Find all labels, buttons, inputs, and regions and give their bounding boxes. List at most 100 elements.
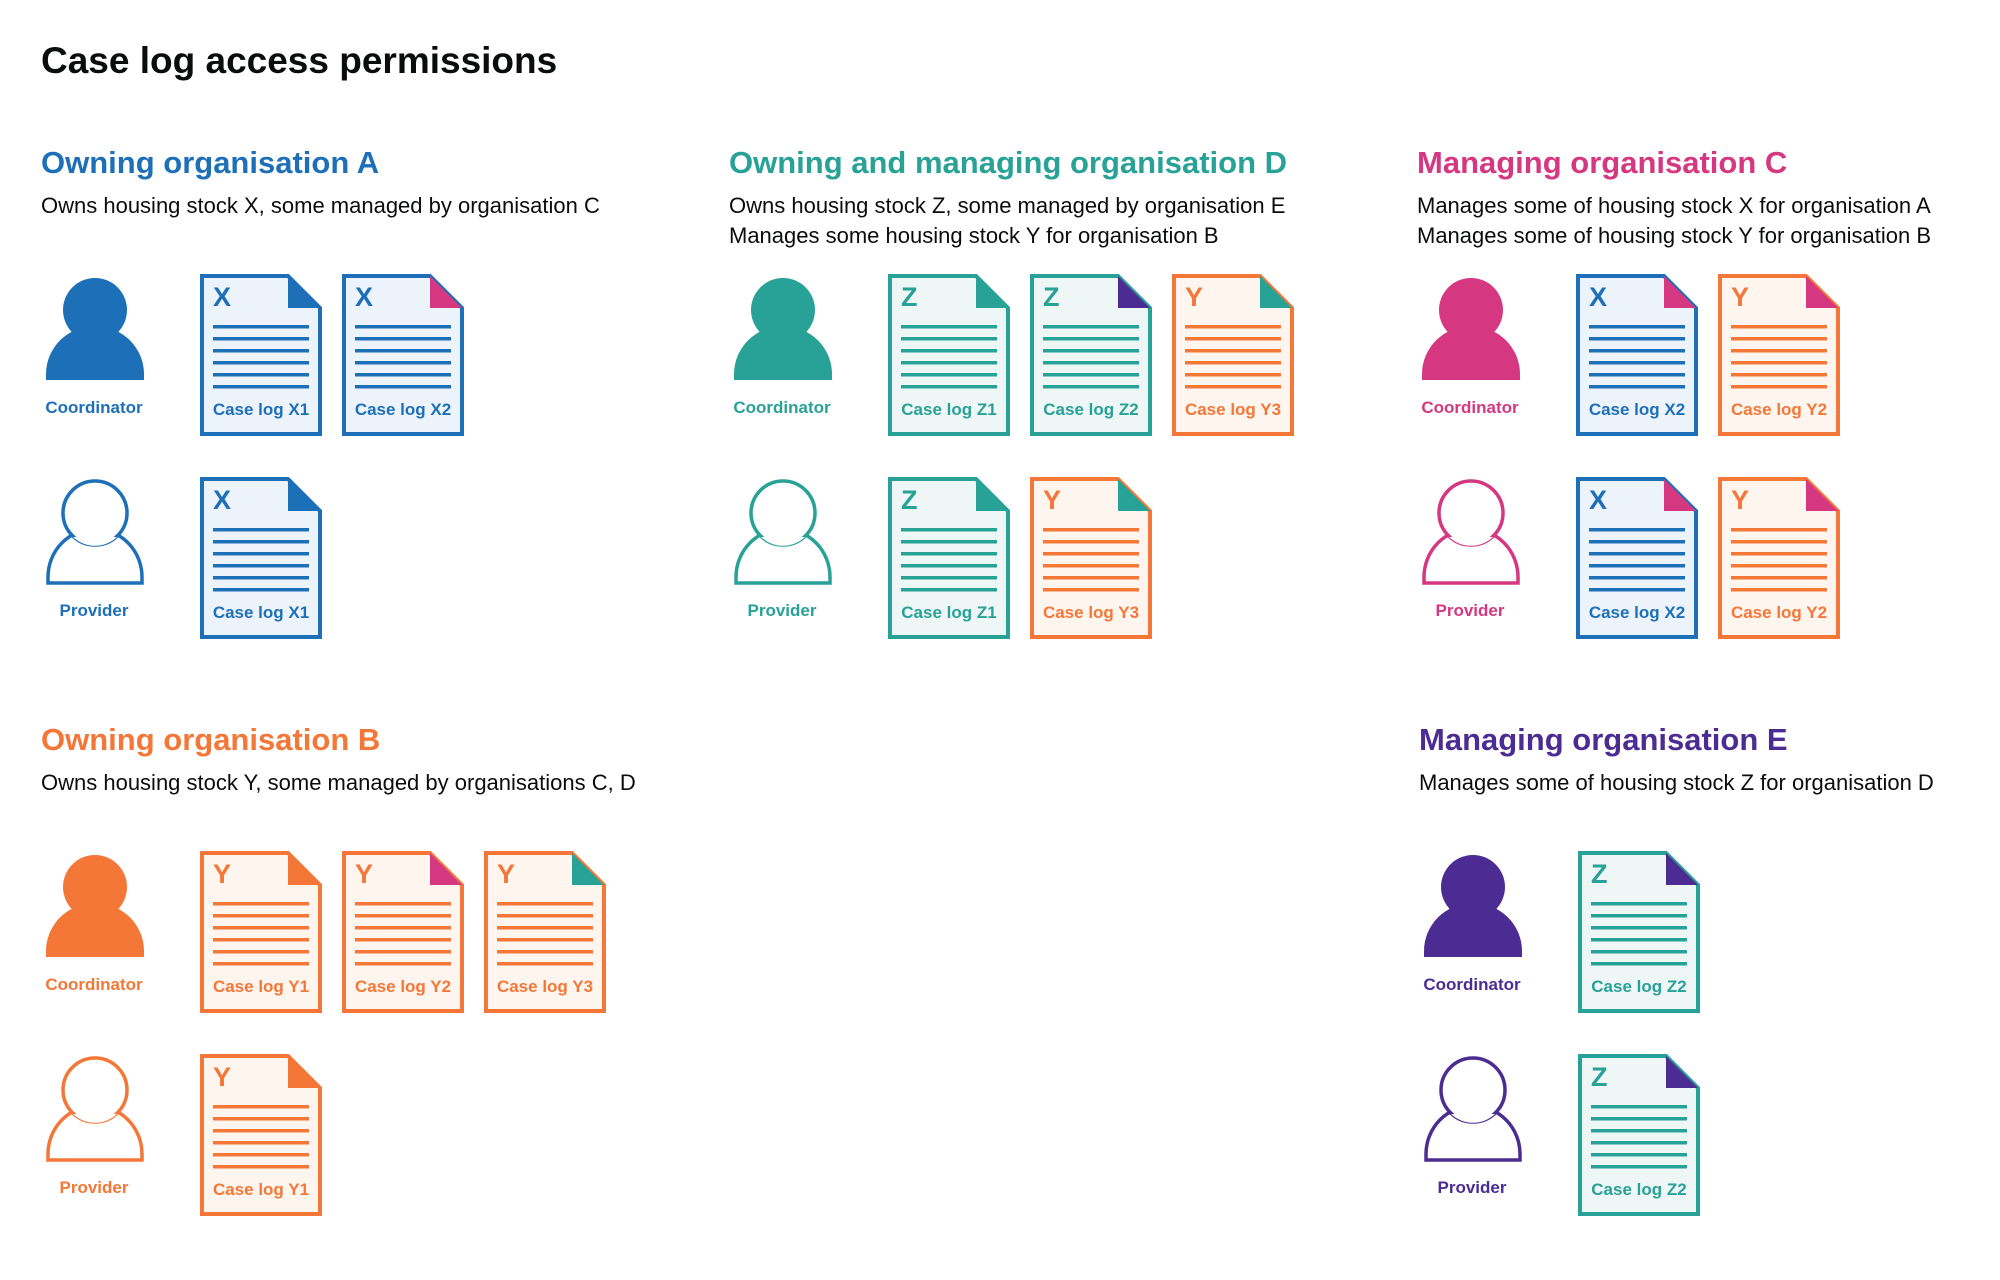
document-label: Case log Z1	[901, 400, 997, 419]
case-log-document[interactable]: Y Case log Y2	[342, 851, 464, 1013]
case-log-document[interactable]: X Case log X2	[342, 274, 464, 436]
person-outline-icon	[46, 1056, 144, 1162]
document-letter: Z	[1043, 282, 1060, 312]
case-log-document[interactable]: Z Case log Z1	[888, 477, 1010, 639]
case-log-document[interactable]: Z Case log Z2	[1030, 274, 1152, 436]
document-letter: X	[1589, 282, 1608, 312]
person-coordinator: Coordinator	[729, 274, 835, 439]
document-letter: Y	[1731, 282, 1750, 312]
person-filled-icon	[1422, 278, 1520, 380]
role-label: Provider	[747, 601, 817, 620]
description-line: Manages some of housing stock X for orga…	[1417, 193, 1931, 218]
case-log-document[interactable]: Z Case log Z1	[888, 274, 1010, 436]
document-label: Case log Z2	[1043, 400, 1139, 419]
case-log-document[interactable]: Y Case log Y2	[1718, 477, 1840, 639]
person-provider: Provider	[729, 477, 835, 642]
document-icon	[200, 851, 322, 1013]
document-letter: Y	[213, 1062, 232, 1092]
role-label: Provider	[59, 1178, 129, 1197]
document-icon	[1578, 1054, 1700, 1216]
description-line: Owns housing stock X, some managed by or…	[41, 193, 600, 218]
role-row-provider: Provider Z Case log Z2	[1419, 1054, 2000, 1219]
section-description: Manages some of housing stock X for orga…	[1417, 191, 1931, 251]
document-icon	[1030, 274, 1152, 436]
document-label: Case log Z2	[1591, 1180, 1687, 1199]
document-letter: Z	[901, 485, 918, 515]
case-log-document[interactable]: Z Case log Z2	[1578, 1054, 1700, 1216]
document-letter: Z	[1591, 1062, 1608, 1092]
document-label: Case log X2	[1588, 603, 1686, 622]
document-icon	[1718, 274, 1840, 436]
person-outline-icon	[46, 479, 144, 585]
case-log-document[interactable]: Y Case log Y3	[484, 851, 606, 1013]
document-icon	[1578, 851, 1700, 1013]
person-filled-icon	[46, 278, 144, 380]
document-icon	[200, 274, 322, 436]
document-letter: Y	[1185, 282, 1204, 312]
role-label: Provider	[59, 601, 129, 620]
section-d: Owning and managing organisation D Owns h…	[729, 145, 1389, 665]
document-icon	[342, 274, 464, 436]
description-line: Manages some of housing stock Z for orga…	[1419, 770, 1934, 795]
role-label: Coordinator	[45, 398, 143, 417]
role-row-coordinator: Coordinator X Case log X1 X Case log X2	[41, 274, 701, 439]
section-description: Owns housing stock X, some managed by or…	[41, 191, 600, 221]
person-provider: Provider	[1417, 477, 1523, 642]
case-log-document[interactable]: Y Case log Y3	[1030, 477, 1152, 639]
case-log-document[interactable]: Z Case log Z2	[1578, 851, 1700, 1013]
section-b: Owning organisation B Owns housing stock …	[41, 722, 701, 1242]
role-label: Provider	[1437, 1178, 1507, 1197]
document-letter: Y	[497, 859, 516, 889]
section-heading: Owning organisation A	[41, 145, 380, 180]
document-label: Case log X2	[354, 400, 452, 419]
description-line: Owns housing stock Z, some managed by or…	[729, 193, 1286, 218]
document-label: Case log Y2	[1730, 400, 1828, 419]
role-row-coordinator: Coordinator X Case log X2 Y Case log Y2	[1417, 274, 2000, 439]
description-line: Manages some housing stock Y for organis…	[729, 223, 1219, 248]
case-log-document[interactable]: X Case log X1	[200, 477, 322, 639]
person-coordinator: Coordinator	[1417, 274, 1523, 439]
case-log-document[interactable]: X Case log X2	[1576, 477, 1698, 639]
document-icon	[1030, 477, 1152, 639]
section-heading: Owning and managing organisation D	[729, 145, 1288, 180]
role-row-provider: Provider X Case log X2 Y Case log Y2	[1417, 477, 2000, 642]
document-label: Case log Y1	[212, 1180, 310, 1199]
document-letter: Z	[901, 282, 918, 312]
person-filled-icon	[46, 855, 144, 957]
case-log-document[interactable]: Y Case log Y3	[1172, 274, 1294, 436]
document-label: Case log Z2	[1591, 977, 1687, 996]
role-row-coordinator: Coordinator Z Case log Z1 Z Case log Z2 Y C…	[729, 274, 1389, 439]
page-title: Case log access permissions	[41, 40, 558, 81]
case-log-document[interactable]: Y Case log Y2	[1718, 274, 1840, 436]
document-letter: X	[213, 282, 232, 312]
case-log-document[interactable]: X Case log X1	[200, 274, 322, 436]
document-icon	[1172, 274, 1294, 436]
document-icon	[1576, 477, 1698, 639]
description-line: Owns housing stock Y, some managed by or…	[41, 770, 636, 795]
case-log-document[interactable]: Y Case log Y1	[200, 1054, 322, 1216]
role-row-provider: Provider Y Case log Y1	[41, 1054, 701, 1219]
person-outline-icon	[734, 479, 832, 585]
section-heading: Owning organisation B	[41, 722, 381, 757]
section-c: Managing organisation C Manages some of h…	[1417, 145, 2000, 665]
role-row-provider: Provider Z Case log Z1 Y Case log Y3	[729, 477, 1389, 642]
person-outline-icon	[1424, 1056, 1522, 1162]
document-icon	[200, 1054, 322, 1216]
person-coordinator: Coordinator	[41, 274, 147, 439]
document-label: Case log X1	[212, 603, 310, 622]
case-log-document[interactable]: Y Case log Y1	[200, 851, 322, 1013]
person-filled-icon	[1424, 855, 1522, 957]
document-label: Case log X2	[1588, 400, 1686, 419]
role-label: Provider	[1435, 601, 1505, 620]
document-label: Case log Y2	[1730, 603, 1828, 622]
document-letter: Z	[1591, 859, 1608, 889]
document-icon	[1718, 477, 1840, 639]
role-label: Coordinator	[733, 398, 831, 417]
section-e: Managing organisation E Manages some of h…	[1419, 722, 2000, 1242]
document-icon	[888, 274, 1010, 436]
document-icon	[484, 851, 606, 1013]
document-letter: Y	[355, 859, 374, 889]
person-provider: Provider	[1419, 1054, 1525, 1219]
section-a: Owning organisation A Owns housing stock …	[41, 145, 701, 665]
case-log-document[interactable]: X Case log X2	[1576, 274, 1698, 436]
